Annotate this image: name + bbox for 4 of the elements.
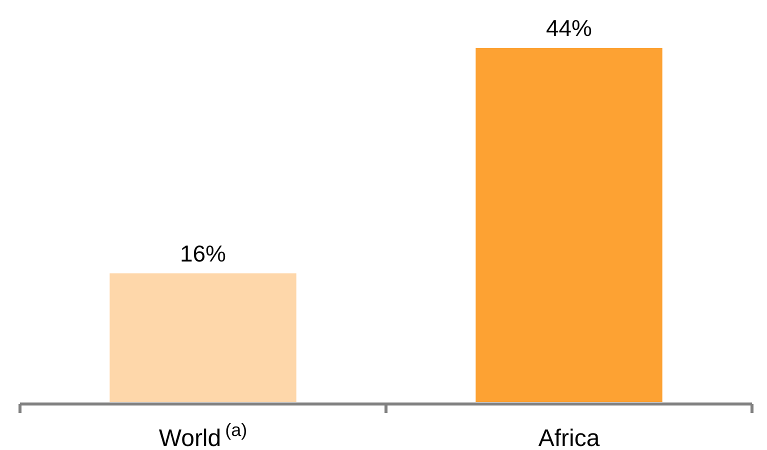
- data-label: 16%: [180, 240, 226, 266]
- data-label: 44%: [546, 15, 592, 41]
- x-tick-label: World$^{(a)}$: [158, 420, 248, 450]
- x-tick-label: Africa: [538, 425, 600, 450]
